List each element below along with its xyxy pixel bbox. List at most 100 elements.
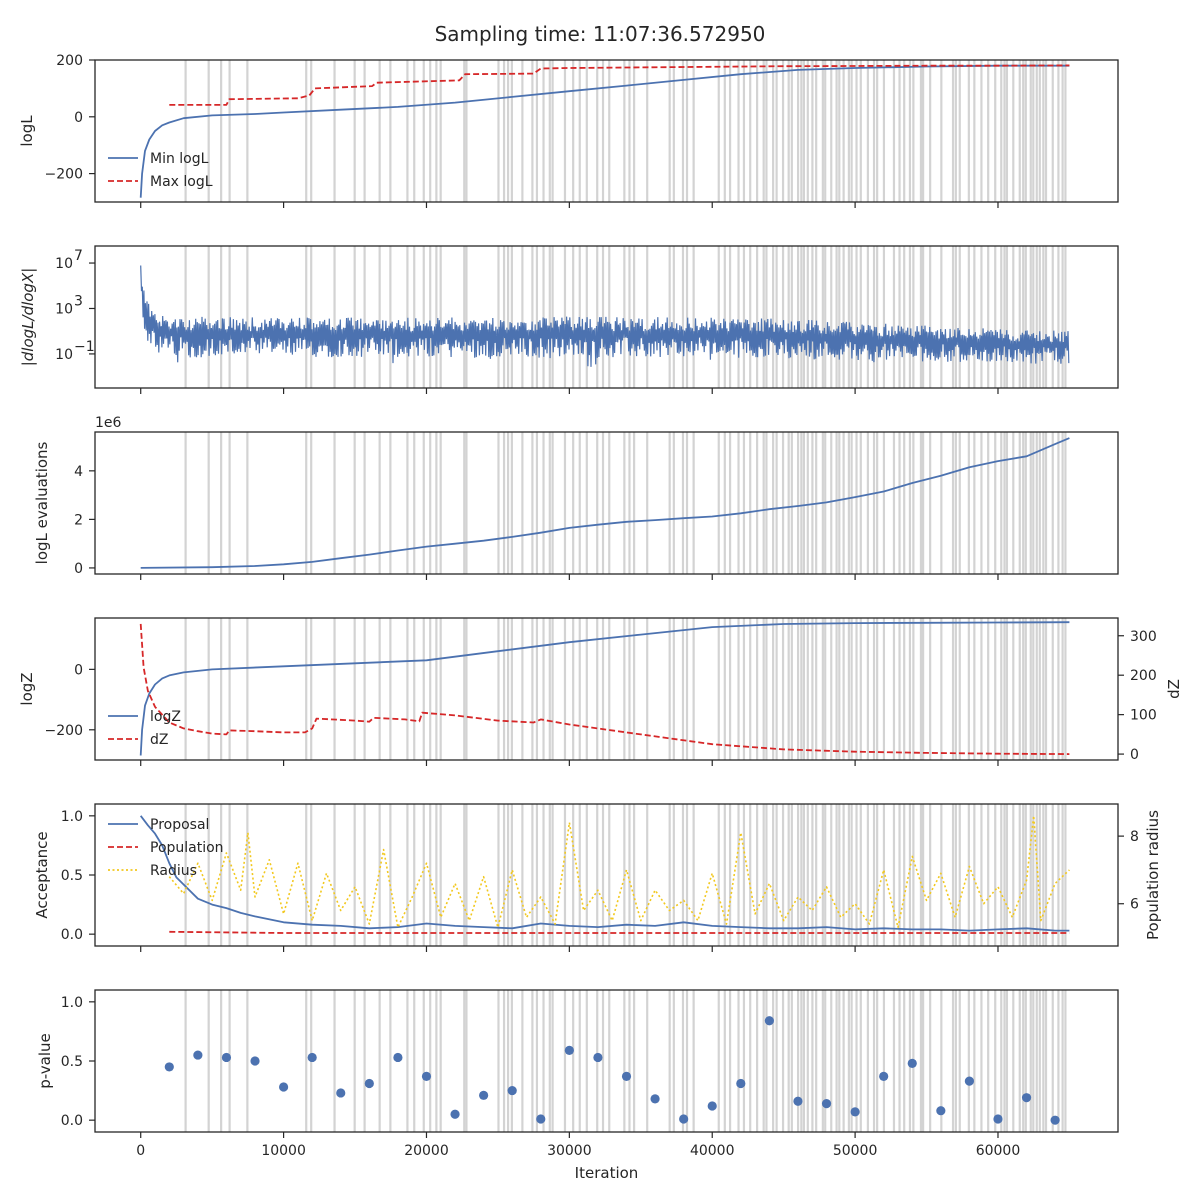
- legend-label: Proposal: [150, 817, 209, 833]
- series-line-radius: [168, 815, 1070, 929]
- x-tick-label: 60000: [976, 1143, 1021, 1159]
- axes-frame: [94, 431, 1119, 575]
- pvalue-point: [764, 1016, 774, 1026]
- y-tick-label: 1.0: [61, 995, 83, 1011]
- pvalue-point: [707, 1101, 717, 1111]
- series-line-dz: [139, 623, 1070, 755]
- y-axis-label-right: Population radius: [1144, 810, 1162, 940]
- pvalue-point: [850, 1107, 860, 1117]
- y-tick-label: 0.5: [61, 1054, 83, 1070]
- pvalue-point: [621, 1071, 632, 1081]
- termination-bands: [184, 804, 1067, 946]
- pvalue-point: [393, 1052, 403, 1063]
- termination-bands: [184, 432, 1067, 574]
- y-ticks-logl: −200 0 200: [45, 53, 95, 183]
- legend-label: Radius: [150, 863, 197, 879]
- pvalue-point: [1050, 1115, 1060, 1125]
- x-axis-label: Iteration: [575, 1164, 639, 1182]
- pvalue-point: [936, 1106, 946, 1116]
- legend-label: Min logL: [150, 151, 209, 167]
- y-tick-label: 0.5: [61, 868, 83, 884]
- y-tick-label: −200: [45, 723, 83, 739]
- series-line-gradient: [140, 265, 1070, 367]
- pvalue-point: [650, 1094, 660, 1104]
- y-axis-label: Acceptance: [33, 831, 51, 918]
- pvalue-point: [450, 1109, 460, 1119]
- series-line-min-logl: [139, 64, 1070, 198]
- termination-bands: [184, 60, 1067, 202]
- panel-acceptance: 0.0 0.5 1.0 6 8 Acceptance Population radius Pr…: [33, 803, 1162, 952]
- figure-title: Sampling time: 11:07:36.572950: [435, 22, 766, 46]
- y-tick-label: 0: [74, 662, 83, 678]
- y-ticks-pvalue: 0.0 0.5 1.0: [61, 995, 95, 1129]
- plot-area-gradient: [140, 246, 1070, 388]
- plot-area-evaluations: [140, 432, 1070, 574]
- pvalue-point: [336, 1088, 346, 1098]
- legend-acceptance: Proposal Population Radius: [108, 817, 224, 879]
- y-tick-label-right: 8: [1130, 829, 1139, 845]
- y-tick-label: −200: [45, 167, 83, 183]
- y-tick-label: 0: [74, 561, 83, 577]
- legend-label: Max logL: [150, 174, 213, 190]
- y-tick-label-right: 300: [1130, 629, 1157, 645]
- y-offset-text: 1e6: [95, 415, 122, 431]
- plot-area-acceptance: [139, 804, 1070, 946]
- y-ticks-acceptance: 0.0 0.5 1.0 6 8: [61, 809, 1139, 943]
- legend-logz: logZ dZ: [108, 709, 181, 748]
- legend-label: Population: [150, 840, 224, 856]
- pvalue-point: [536, 1114, 546, 1124]
- y-tick-label-right: 200: [1130, 668, 1157, 684]
- pvalue-point: [964, 1076, 975, 1086]
- y-tick-label: 10: [55, 301, 73, 317]
- x-tick-label: 30000: [547, 1143, 592, 1159]
- pvalue-point: [364, 1078, 374, 1089]
- y-tick-label-right: 100: [1130, 708, 1157, 724]
- x-tick-label: 40000: [690, 1143, 735, 1159]
- y-axis-label: |dlogL/dlogX|: [19, 268, 37, 367]
- x-tick-label: 10000: [261, 1143, 306, 1159]
- x-tick-label: 20000: [404, 1143, 449, 1159]
- plot-area-logz: [139, 618, 1070, 760]
- x-tick-label: 50000: [833, 1143, 878, 1159]
- y-tick-label: 10: [55, 256, 73, 272]
- axes-frame: [94, 617, 1119, 761]
- y-tick-label: 0: [74, 110, 83, 126]
- plot-area-logl: [139, 60, 1070, 202]
- panel-logz: −200 0 0 100 200 300 logZ dZ logZ dZ: [18, 617, 1183, 766]
- y-axis-label: p-value: [36, 1033, 54, 1089]
- y-ticks-logz: −200 0 0 100 200 300: [45, 629, 1157, 763]
- pvalue-point: [193, 1050, 203, 1060]
- y-tick-label: 1.0: [61, 809, 83, 825]
- y-tick-label: 200: [56, 53, 83, 69]
- y-tick-exponent: 3: [74, 293, 83, 309]
- pvalue-point: [507, 1085, 517, 1096]
- y-tick-label: 2: [74, 512, 83, 528]
- y-tick-label: 0.0: [61, 927, 83, 943]
- plot-area-pvalue: [164, 990, 1067, 1132]
- pvalue-point: [679, 1114, 689, 1124]
- pvalue-point: [164, 1062, 174, 1072]
- pvalue-point: [879, 1071, 889, 1081]
- y-tick-label-right: 6: [1130, 897, 1139, 913]
- y-tick-label: 4: [74, 464, 83, 480]
- y-tick-label: 0.0: [61, 1113, 83, 1129]
- pvalue-point: [250, 1056, 260, 1066]
- termination-bands: [184, 990, 1067, 1132]
- panel-evaluations: 0 2 4 logL evaluations 1e6: [33, 415, 1119, 580]
- pvalue-point: [907, 1058, 917, 1068]
- y-axis-label: logZ: [18, 672, 36, 705]
- panel-gradient: 10 710 310 −1|dlogL/dlogX|: [19, 245, 1119, 394]
- y-tick-exponent: −1: [74, 339, 95, 355]
- panel-pvalue: 0.0 0.5 1.0 0 10000 20000 30000 40000 50000 60000…: [36, 989, 1119, 1182]
- termination-bands: [184, 246, 1067, 388]
- pvalue-point: [993, 1114, 1003, 1124]
- y-tick-exponent: 7: [74, 248, 83, 264]
- pvalue-point: [736, 1078, 746, 1089]
- pvalue-point: [307, 1052, 317, 1063]
- pvalue-point: [564, 1045, 574, 1055]
- series-line-proposal: [139, 815, 1070, 932]
- pvalue-point: [479, 1090, 489, 1100]
- series-line-population: [169, 930, 1070, 934]
